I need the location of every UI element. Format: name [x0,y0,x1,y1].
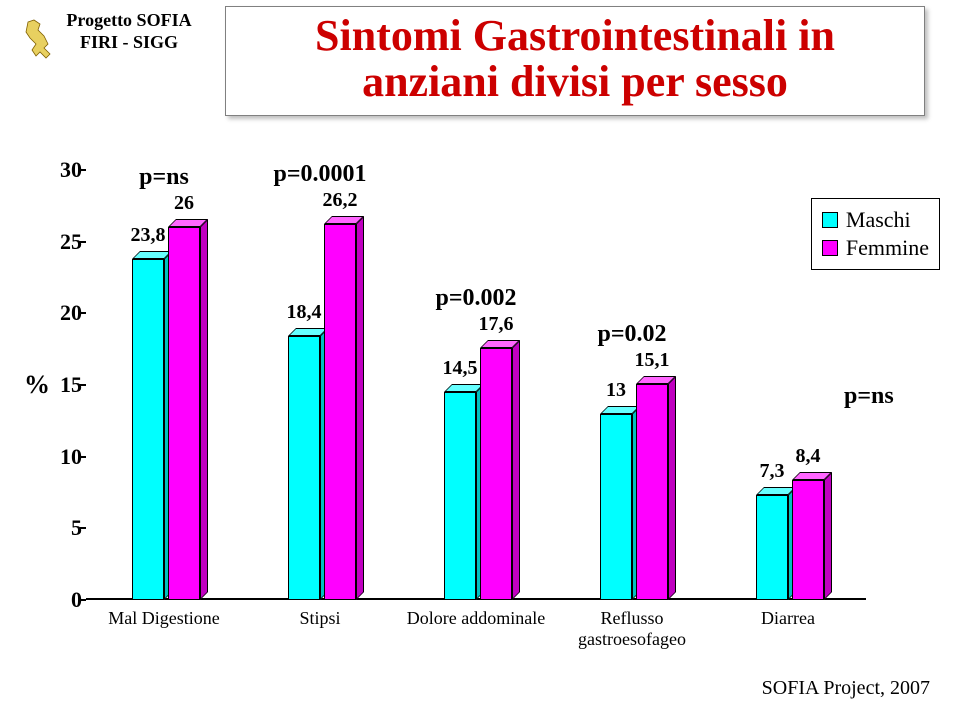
y-tick-label: 20 [60,300,82,326]
title-line1: Sintomi Gastrointestinali in [236,13,914,59]
legend-label-femmine: Femmine [846,235,929,261]
bar-group: 23,826 [130,227,202,600]
p-value-label: p=0.0001 [273,161,366,188]
legend: Maschi Femmine [811,198,940,270]
p-value-label: p=ns [844,383,894,410]
p-value-label: p=0.002 [435,285,516,312]
bar-chart: 051015202530%23,826Mal Digestionep=ns18,… [40,150,920,670]
header: Progetto SOFIA FIRI - SIGG Sintomi Gastr… [0,0,960,120]
legend-row-femmine: Femmine [822,235,929,261]
x-label: Mal Digestione [108,608,219,629]
legend-swatch-femmine [822,240,838,256]
bar-value-label: 8,4 [778,445,838,468]
y-axis-unit: % [24,370,50,400]
bar-group: 1315,1 [598,384,670,600]
bar-group: 7,38,4 [754,480,826,600]
bar-group: 14,517,6 [442,348,514,600]
legend-swatch-maschi [822,212,838,228]
bar-group: 18,426,2 [286,224,358,600]
footer-citation: SOFIA Project, 2007 [762,677,930,700]
bar-value-label: 26 [154,192,214,215]
x-label: Reflusso [578,608,686,629]
slide-title: Sintomi Gastrointestinali in anziani div… [225,6,925,116]
bar-value-label: 26,2 [310,189,370,212]
legend-label-maschi: Maschi [846,207,911,233]
project-logo: Progetto SOFIA FIRI - SIGG [20,10,200,53]
x-label: Stipsi [299,608,340,629]
x-label: gastroesofageo [578,629,686,650]
bar-value-label: 17,6 [466,313,526,336]
title-line2: anziani divisi per sesso [236,59,914,105]
x-label: Dolore addominale [407,608,545,629]
plot-area: 051015202530%23,826Mal Digestionep=ns18,… [86,170,866,600]
y-tick-label: 0 [71,587,82,613]
y-tick-label: 5 [71,515,82,541]
project-line2: FIRI - SIGG [58,32,200,54]
project-line1: Progetto SOFIA [58,10,200,32]
p-value-label: p=0.02 [597,321,666,348]
y-tick-label: 30 [60,157,82,183]
italy-map-icon [22,18,56,60]
y-tick-label: 10 [60,444,82,470]
x-label-group: Reflussogastroesofageo [578,608,686,650]
p-value-label: p=ns [139,164,189,191]
y-tick-label: 25 [60,229,82,255]
x-label: Diarrea [761,608,815,629]
bar-value-label: 15,1 [622,349,682,372]
y-tick-label: 15 [60,372,82,398]
legend-row-maschi: Maschi [822,207,929,233]
